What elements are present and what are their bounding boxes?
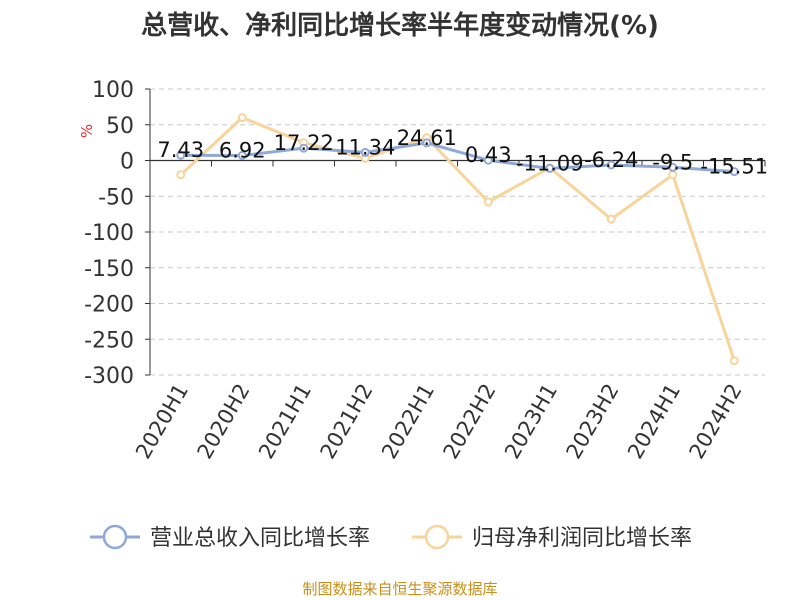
- legend-marker-2: [424, 524, 450, 550]
- data-label: 6.92: [219, 139, 266, 163]
- series-point-1: [545, 163, 555, 173]
- legend[interactable]: 营业总收入同比增长率 归母净利润同比增长率: [90, 524, 692, 551]
- series-point-1: [729, 167, 739, 177]
- series-point-1: [360, 147, 370, 157]
- x-tick-label: 2023H2: [561, 380, 623, 464]
- data-label: -9.5: [652, 150, 693, 174]
- y-tick-label: -250: [84, 328, 134, 353]
- x-tick-label: 2020H1: [131, 380, 193, 464]
- data-labels: 7.43 6.92 17.22 11.34 24.61 0.43 -11.09 -6.24 -9…: [157, 126, 768, 179]
- data-label: 17.22: [274, 131, 334, 155]
- x-tick-label: 2023H1: [500, 380, 562, 464]
- y-tick-labels: 100 50 0 -50 -100 -150 -200 -250 -300: [84, 78, 134, 389]
- series-point-1: [483, 155, 493, 165]
- x-tick-label: 2024H1: [623, 380, 685, 464]
- series-point-2: [606, 214, 616, 224]
- grid-lines: [150, 88, 765, 376]
- legend-label-2: 归母净利润同比增长率: [472, 526, 692, 551]
- data-label: 24.61: [397, 126, 457, 150]
- series-point-1: [237, 151, 247, 161]
- series-line-1: [180, 141, 735, 174]
- x-tick-label: 2024H2: [684, 380, 746, 464]
- y-tick-label: -100: [84, 221, 134, 246]
- series-point-1: [422, 138, 432, 148]
- y-tick-label: 50: [106, 114, 134, 139]
- series-point-2: [483, 197, 493, 207]
- y-axis-unit: %: [78, 124, 96, 138]
- data-label: 7.43: [157, 138, 204, 162]
- series-point-2: [729, 356, 739, 366]
- data-label: 11.34: [335, 135, 395, 159]
- series-point-1: [668, 162, 678, 172]
- series-line-2: [179, 116, 736, 362]
- data-label: -11.09: [516, 151, 584, 175]
- source-note: 制图数据来自恒生聚源数据库: [302, 580, 497, 598]
- data-label: 0.43: [465, 143, 512, 167]
- x-tick-label: 2021H2: [315, 380, 377, 464]
- data-label: -6.24: [584, 148, 638, 172]
- series-point-1: [606, 160, 616, 170]
- legend-label-1: 营业总收入同比增长率: [150, 526, 370, 551]
- series-point-2: [237, 113, 247, 123]
- y-tick-label: 0: [120, 150, 134, 175]
- chart-title: 总营收、净利同比增长率半年度变动情况(%): [141, 10, 659, 41]
- legend-marker-1: [102, 524, 128, 550]
- y-tick-label: -200: [84, 293, 134, 318]
- series-point-1: [299, 143, 309, 153]
- y-tick-label: 100: [92, 78, 134, 103]
- y-tick-label: -150: [84, 257, 134, 282]
- data-label: -15.51: [700, 155, 768, 179]
- x-tick-label: 2021H1: [254, 380, 316, 464]
- y-tick-label: -50: [98, 185, 134, 210]
- series-group: [176, 113, 739, 366]
- series-point-1: [176, 150, 186, 160]
- series-point-2: [176, 170, 186, 180]
- y-tick-label: -300: [84, 364, 134, 389]
- x-tick-label: 2022H2: [438, 380, 500, 464]
- x-tick-labels: 2020H1 2020H2 2021H1 2021H2 2022H1 2022H2 2023…: [131, 380, 747, 464]
- x-tick-label: 2020H2: [192, 380, 254, 464]
- x-tick-label: 2022H1: [377, 380, 439, 464]
